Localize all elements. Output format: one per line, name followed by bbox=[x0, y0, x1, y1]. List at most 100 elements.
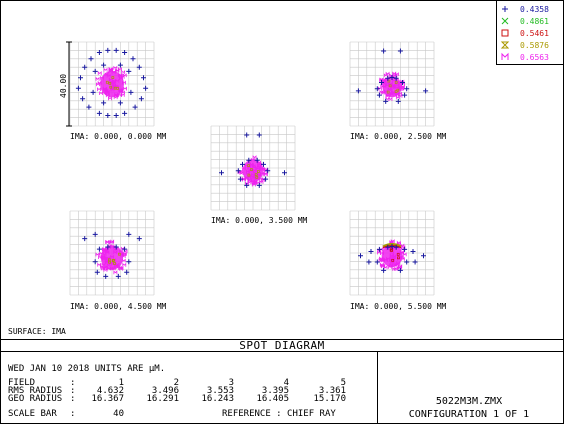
spot-point bbox=[395, 98, 401, 104]
legend-marker bbox=[502, 6, 508, 12]
info-table: WED JAN 10 2018 UNITS ARE µM. FIELD: 1 2 3 4… bbox=[8, 364, 346, 419]
spot-point bbox=[393, 244, 399, 250]
spot-point bbox=[368, 249, 374, 254]
spot-point bbox=[404, 86, 410, 92]
row-sep: : bbox=[70, 394, 75, 404]
spot-point bbox=[96, 110, 102, 116]
spot-points-blue bbox=[219, 132, 287, 188]
spot-point bbox=[92, 259, 98, 265]
spot-point bbox=[126, 259, 132, 265]
spot-point bbox=[113, 47, 119, 53]
spot-point bbox=[379, 80, 384, 85]
spot-point bbox=[130, 56, 136, 62]
spot-point bbox=[117, 100, 123, 106]
spot-core bbox=[95, 239, 128, 275]
spot-point bbox=[385, 244, 391, 250]
scale-bar-label: 40.00 bbox=[59, 74, 68, 98]
spot-point bbox=[389, 74, 395, 80]
spot-point bbox=[101, 100, 107, 106]
row-cell: 1 bbox=[119, 378, 124, 388]
spot-point bbox=[402, 246, 408, 252]
spot-point bbox=[122, 110, 128, 116]
spot-point bbox=[404, 259, 410, 265]
row-cell: 3.395 bbox=[262, 386, 289, 396]
spot-point bbox=[389, 243, 395, 249]
scale-bar-row-sep: : bbox=[70, 409, 75, 419]
row-cell: 5 bbox=[341, 378, 346, 388]
spot-point bbox=[397, 267, 403, 273]
row-sep: : bbox=[70, 386, 75, 396]
spot-point bbox=[423, 88, 429, 94]
spot-point bbox=[358, 253, 363, 259]
spot-point bbox=[385, 75, 391, 81]
spot-point bbox=[381, 267, 387, 273]
spot-point bbox=[75, 85, 81, 91]
row-cell: 4.632 bbox=[97, 386, 124, 396]
spot-point bbox=[136, 236, 142, 242]
file-name: 5022M3M.ZMX bbox=[436, 396, 502, 407]
spot-point bbox=[143, 85, 149, 91]
row-cell: 3.361 bbox=[319, 386, 346, 396]
scale-bar: 40.00 bbox=[59, 41, 72, 127]
row-cell: 3.496 bbox=[152, 386, 179, 396]
spot-point bbox=[254, 157, 260, 163]
spot-point bbox=[92, 231, 98, 237]
spot-point bbox=[355, 88, 361, 94]
legend-entry: 0.4358 bbox=[502, 5, 549, 14]
legend-marker bbox=[501, 17, 509, 25]
legend-entry: 0.5876 bbox=[500, 41, 549, 50]
spot-point bbox=[235, 168, 241, 174]
legend-entry: 0.4861 bbox=[501, 17, 549, 26]
file-block: 5022M3M.ZMX CONFIGURATION 1 OF 1 bbox=[409, 396, 529, 420]
row-label: FIELD bbox=[8, 378, 35, 388]
row-cell: 16.291 bbox=[146, 394, 179, 404]
legend-entry: 0.5461 bbox=[501, 29, 549, 38]
spot-point bbox=[96, 50, 102, 55]
row-cell: 2 bbox=[174, 378, 179, 388]
spot-point bbox=[88, 56, 94, 62]
table-row: RMS RADIUS: 4.632 3.496 3.553 3.395 3.361 bbox=[8, 386, 346, 396]
row-cell: 15.170 bbox=[313, 394, 346, 404]
spot-panel: IMA: 0.000, 2.500 MM bbox=[349, 41, 447, 141]
spot-point bbox=[366, 259, 372, 265]
spot-point bbox=[113, 113, 119, 118]
spot-point bbox=[101, 62, 107, 68]
spot-point bbox=[397, 48, 403, 54]
field-label: IMA: 0.000, 5.500 MM bbox=[350, 302, 447, 311]
spot-points-blue bbox=[355, 48, 429, 104]
row-cell: 16.405 bbox=[256, 394, 289, 404]
spot-point bbox=[240, 161, 245, 167]
spot-point bbox=[256, 182, 262, 188]
legend-label: 0.5461 bbox=[520, 29, 549, 38]
spot-point bbox=[94, 269, 100, 275]
spot-point bbox=[115, 273, 121, 279]
spot-panel: IMA: 0.000, 5.500 MM bbox=[349, 210, 447, 311]
legend-label: 0.5876 bbox=[520, 41, 549, 50]
spot-point bbox=[117, 62, 123, 68]
spot-point bbox=[244, 132, 250, 138]
row-cell: 16.243 bbox=[201, 394, 234, 404]
chart-title: SPOT DIAGRAM bbox=[239, 339, 324, 352]
spot-point bbox=[96, 246, 102, 252]
spot-point bbox=[86, 104, 92, 110]
spot-point bbox=[78, 75, 83, 81]
spot-point bbox=[128, 89, 134, 95]
spot-point bbox=[265, 168, 271, 174]
spot-point bbox=[113, 244, 119, 250]
spot-point bbox=[141, 75, 146, 81]
spot-point bbox=[376, 246, 382, 252]
surface-label: SURFACE: IMA bbox=[8, 327, 66, 336]
spot-point bbox=[421, 253, 426, 259]
spot-point bbox=[82, 236, 88, 242]
scale-bar-row-label: SCALE BAR bbox=[8, 409, 57, 419]
row-cell: 4 bbox=[284, 378, 289, 388]
legend-marker bbox=[500, 41, 510, 49]
row-cell: 3 bbox=[229, 378, 234, 388]
spot-point bbox=[402, 92, 408, 98]
legend-marker bbox=[501, 29, 509, 37]
spot-point bbox=[376, 92, 382, 98]
panel-grid bbox=[69, 210, 155, 296]
spot-points-blue bbox=[358, 243, 426, 273]
spot-panel: IMA: 0.000, 0.000 MM bbox=[69, 41, 167, 141]
